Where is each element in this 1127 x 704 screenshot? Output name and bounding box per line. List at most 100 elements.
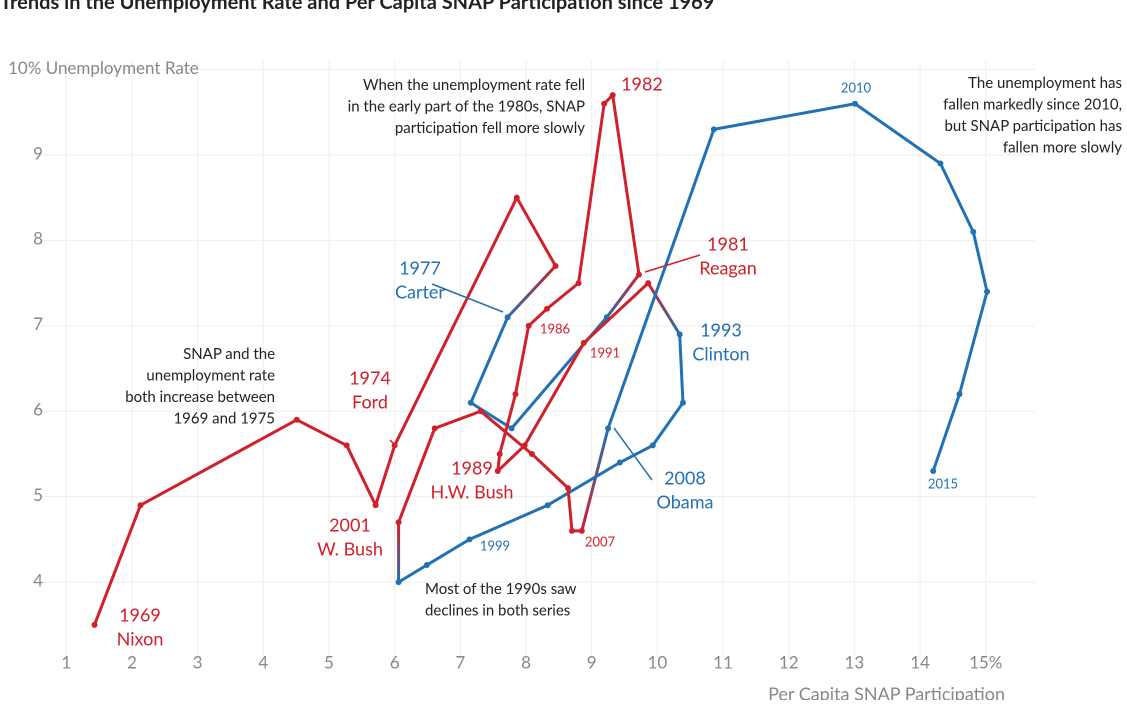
point [616, 459, 623, 466]
series-line [397, 334, 685, 584]
point [512, 391, 519, 398]
point [605, 425, 612, 432]
point [467, 399, 474, 406]
annotation: 2010 [841, 79, 872, 95]
annotation: participation fell more slowly [395, 119, 585, 137]
annotation: 1999 [480, 537, 510, 553]
y-tick-label: 8 [33, 228, 43, 249]
point [395, 579, 402, 586]
point [552, 263, 559, 270]
x-tick-label: 4 [258, 651, 268, 672]
transition-line [605, 273, 641, 319]
annotation: Nixon [117, 628, 164, 650]
chart-title: Trends in the Unemployment Rate and Per … [0, 0, 714, 14]
annotation: SNAP and the [183, 345, 275, 363]
point [930, 468, 937, 475]
point [578, 527, 585, 534]
point [565, 485, 572, 492]
y-tick-label: 4 [33, 569, 43, 590]
point [494, 468, 501, 475]
point [580, 339, 587, 346]
point [601, 100, 608, 107]
point [645, 280, 652, 287]
point [137, 502, 144, 509]
transition-line [580, 427, 610, 532]
leader-line [389, 439, 397, 447]
x-tick-label: 5 [324, 651, 334, 672]
x-tick-label: 9 [587, 651, 597, 672]
annotation: 1989 [451, 457, 493, 479]
annotation: 2015 [928, 475, 958, 491]
point [528, 450, 535, 457]
annotation: 1969 [119, 604, 161, 626]
point [525, 322, 532, 329]
x-tick-label: 3 [193, 651, 203, 672]
point [431, 425, 438, 432]
point [937, 160, 944, 167]
y-tick-label: 5 [33, 484, 43, 505]
series-line [469, 316, 608, 430]
annotation: Reagan [699, 257, 757, 279]
annotation: W. Bush [317, 538, 383, 560]
point [477, 408, 484, 415]
series-line [606, 102, 989, 472]
y-tick-label: 7 [33, 313, 43, 334]
leader-line [644, 254, 701, 273]
x-tick-label: 11 [713, 651, 733, 672]
annotation: 1974 [349, 367, 391, 389]
annotation: Carter [395, 281, 445, 303]
annotation: The unemployment has [968, 74, 1122, 92]
point [956, 391, 963, 398]
annotation: but SNAP participation has [944, 117, 1122, 135]
annotation: 1991 [590, 344, 620, 360]
point [852, 100, 859, 107]
annotation: in the early part of the 1980s, SNAP [348, 97, 585, 115]
point [609, 92, 616, 99]
annotation: Clinton [692, 343, 749, 365]
annotation: 2007 [585, 533, 616, 549]
annotation: 1986 [540, 320, 570, 336]
point [649, 442, 656, 449]
annotation: 1982 [621, 73, 663, 95]
point [372, 502, 379, 509]
annotation: 2001 [329, 514, 371, 536]
annotation: fallen markedly since 2010, [943, 95, 1122, 113]
annotation: Obama [656, 491, 713, 513]
series-line [93, 196, 557, 626]
x-tick-label: 14 [910, 651, 930, 672]
y-tick-label: 9 [33, 142, 43, 163]
x-tick-label: 10 [647, 651, 667, 672]
annotation: unemployment rate [146, 366, 275, 384]
transition-line [646, 282, 681, 336]
annotation: fallen more slowly [1003, 138, 1122, 156]
point [466, 536, 473, 543]
point [343, 442, 350, 449]
point [504, 314, 511, 321]
annotation: 1969 and 1975 [173, 409, 275, 427]
point [635, 271, 642, 278]
point [423, 562, 430, 569]
point [496, 450, 503, 457]
point [395, 519, 402, 526]
x-tick-label: 12 [779, 651, 799, 672]
annotation: When the unemployment rate fell [363, 76, 585, 94]
annotation: 1977 [399, 257, 441, 279]
y-tick-label: 6 [33, 399, 43, 420]
point [544, 305, 551, 312]
point [676, 331, 683, 338]
leader-line [613, 427, 653, 481]
x-axis-label: Per Capita SNAP Participation [768, 683, 1005, 700]
y-tick-label: 10% Unemployment Rate [8, 57, 199, 78]
annotation: 1981 [707, 233, 749, 255]
point [508, 425, 515, 432]
point [513, 194, 520, 201]
series-line [496, 93, 650, 473]
point [679, 399, 686, 406]
annotation: H.W. Bush [431, 481, 514, 503]
point [970, 228, 977, 235]
x-tick-label: 8 [521, 651, 531, 672]
annotation: Ford [352, 391, 388, 413]
point [91, 621, 98, 628]
point [984, 288, 991, 295]
